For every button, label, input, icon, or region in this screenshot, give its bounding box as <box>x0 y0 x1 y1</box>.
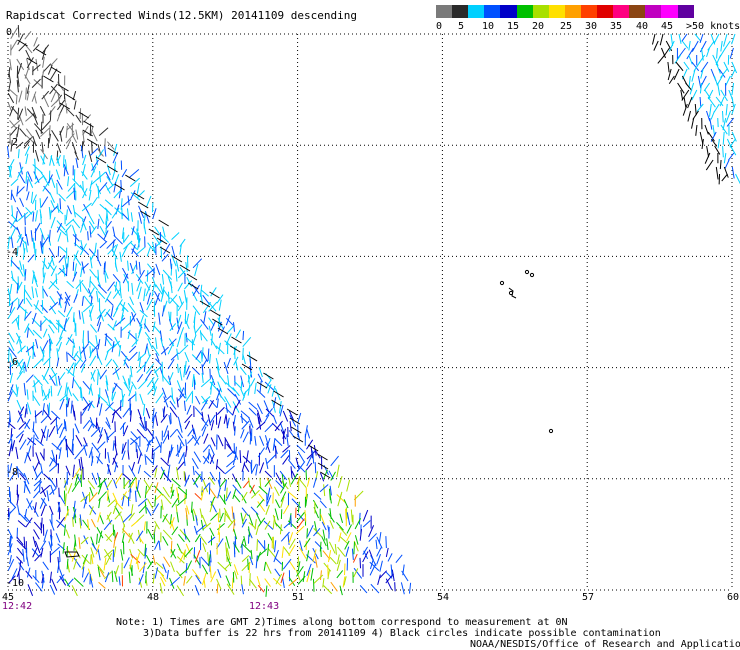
legend-label: 5 <box>458 21 465 32</box>
legend-swatch <box>597 5 614 18</box>
island-outline <box>64 551 80 558</box>
legend-label: 45 <box>661 21 674 32</box>
legend-label: 20 <box>532 21 545 32</box>
x-tick-label: 57 <box>582 592 595 603</box>
legend-swatch <box>436 5 453 18</box>
y-tick-label: -2 <box>6 137 19 148</box>
y-tick-label: -10 <box>6 578 25 589</box>
legend-label: 25 <box>560 21 573 32</box>
time-label: 12:42 <box>2 601 33 612</box>
island-outline <box>508 287 517 299</box>
legend-swatch <box>484 5 501 18</box>
x-tick-label: 60 <box>727 592 740 603</box>
footnote-line-1: Note: 1) Times are GMT 2)Times along bot… <box>116 617 568 628</box>
footnote-line-3: NOAA/NESDIS/Office of Research and Appli… <box>470 639 740 650</box>
legend-label: 30 <box>585 21 598 32</box>
legend-swatch <box>452 5 469 18</box>
legend-swatch <box>580 5 598 18</box>
legend-label: 0 <box>436 21 443 32</box>
island-marker <box>548 428 554 434</box>
footnote-line-2: 3)Data buffer is 22 hrs from 20141109 4)… <box>143 628 661 639</box>
time-label: 12:43 <box>249 601 280 612</box>
legend-swatch <box>564 5 582 18</box>
island-marker <box>529 272 535 278</box>
legend-swatch <box>548 5 566 18</box>
legend-swatch <box>532 5 550 18</box>
wind-barbs-west <box>6 25 412 597</box>
legend-swatch <box>468 5 485 18</box>
legend-swatch <box>629 5 646 18</box>
legend-label: >50 knots <box>686 21 740 32</box>
y-tick-label: -6 <box>6 357 19 368</box>
y-tick-label: 0 <box>6 27 13 38</box>
island-marker <box>499 280 505 286</box>
legend-swatch <box>661 5 678 18</box>
wind-barbs-east <box>651 33 740 185</box>
x-tick-label: 51 <box>292 592 305 603</box>
map-title: Rapidscat Corrected Winds(12.5KM) 201411… <box>6 9 357 22</box>
legend-swatch <box>677 5 695 18</box>
legend-label: 40 <box>636 21 649 32</box>
legend-swatch <box>500 5 517 18</box>
legend-swatch <box>613 5 630 18</box>
legend-swatch <box>645 5 662 18</box>
y-tick-label: -4 <box>6 247 19 258</box>
legend-label: 35 <box>610 21 623 32</box>
island-marker <box>524 269 530 275</box>
legend-swatch <box>516 5 534 18</box>
x-tick-label: 48 <box>147 592 160 603</box>
x-tick-label: 45 <box>2 592 15 603</box>
y-tick-label: -8 <box>6 467 19 478</box>
legend-label: 15 <box>507 21 520 32</box>
legend-label: 10 <box>482 21 495 32</box>
x-tick-label: 54 <box>437 592 450 603</box>
